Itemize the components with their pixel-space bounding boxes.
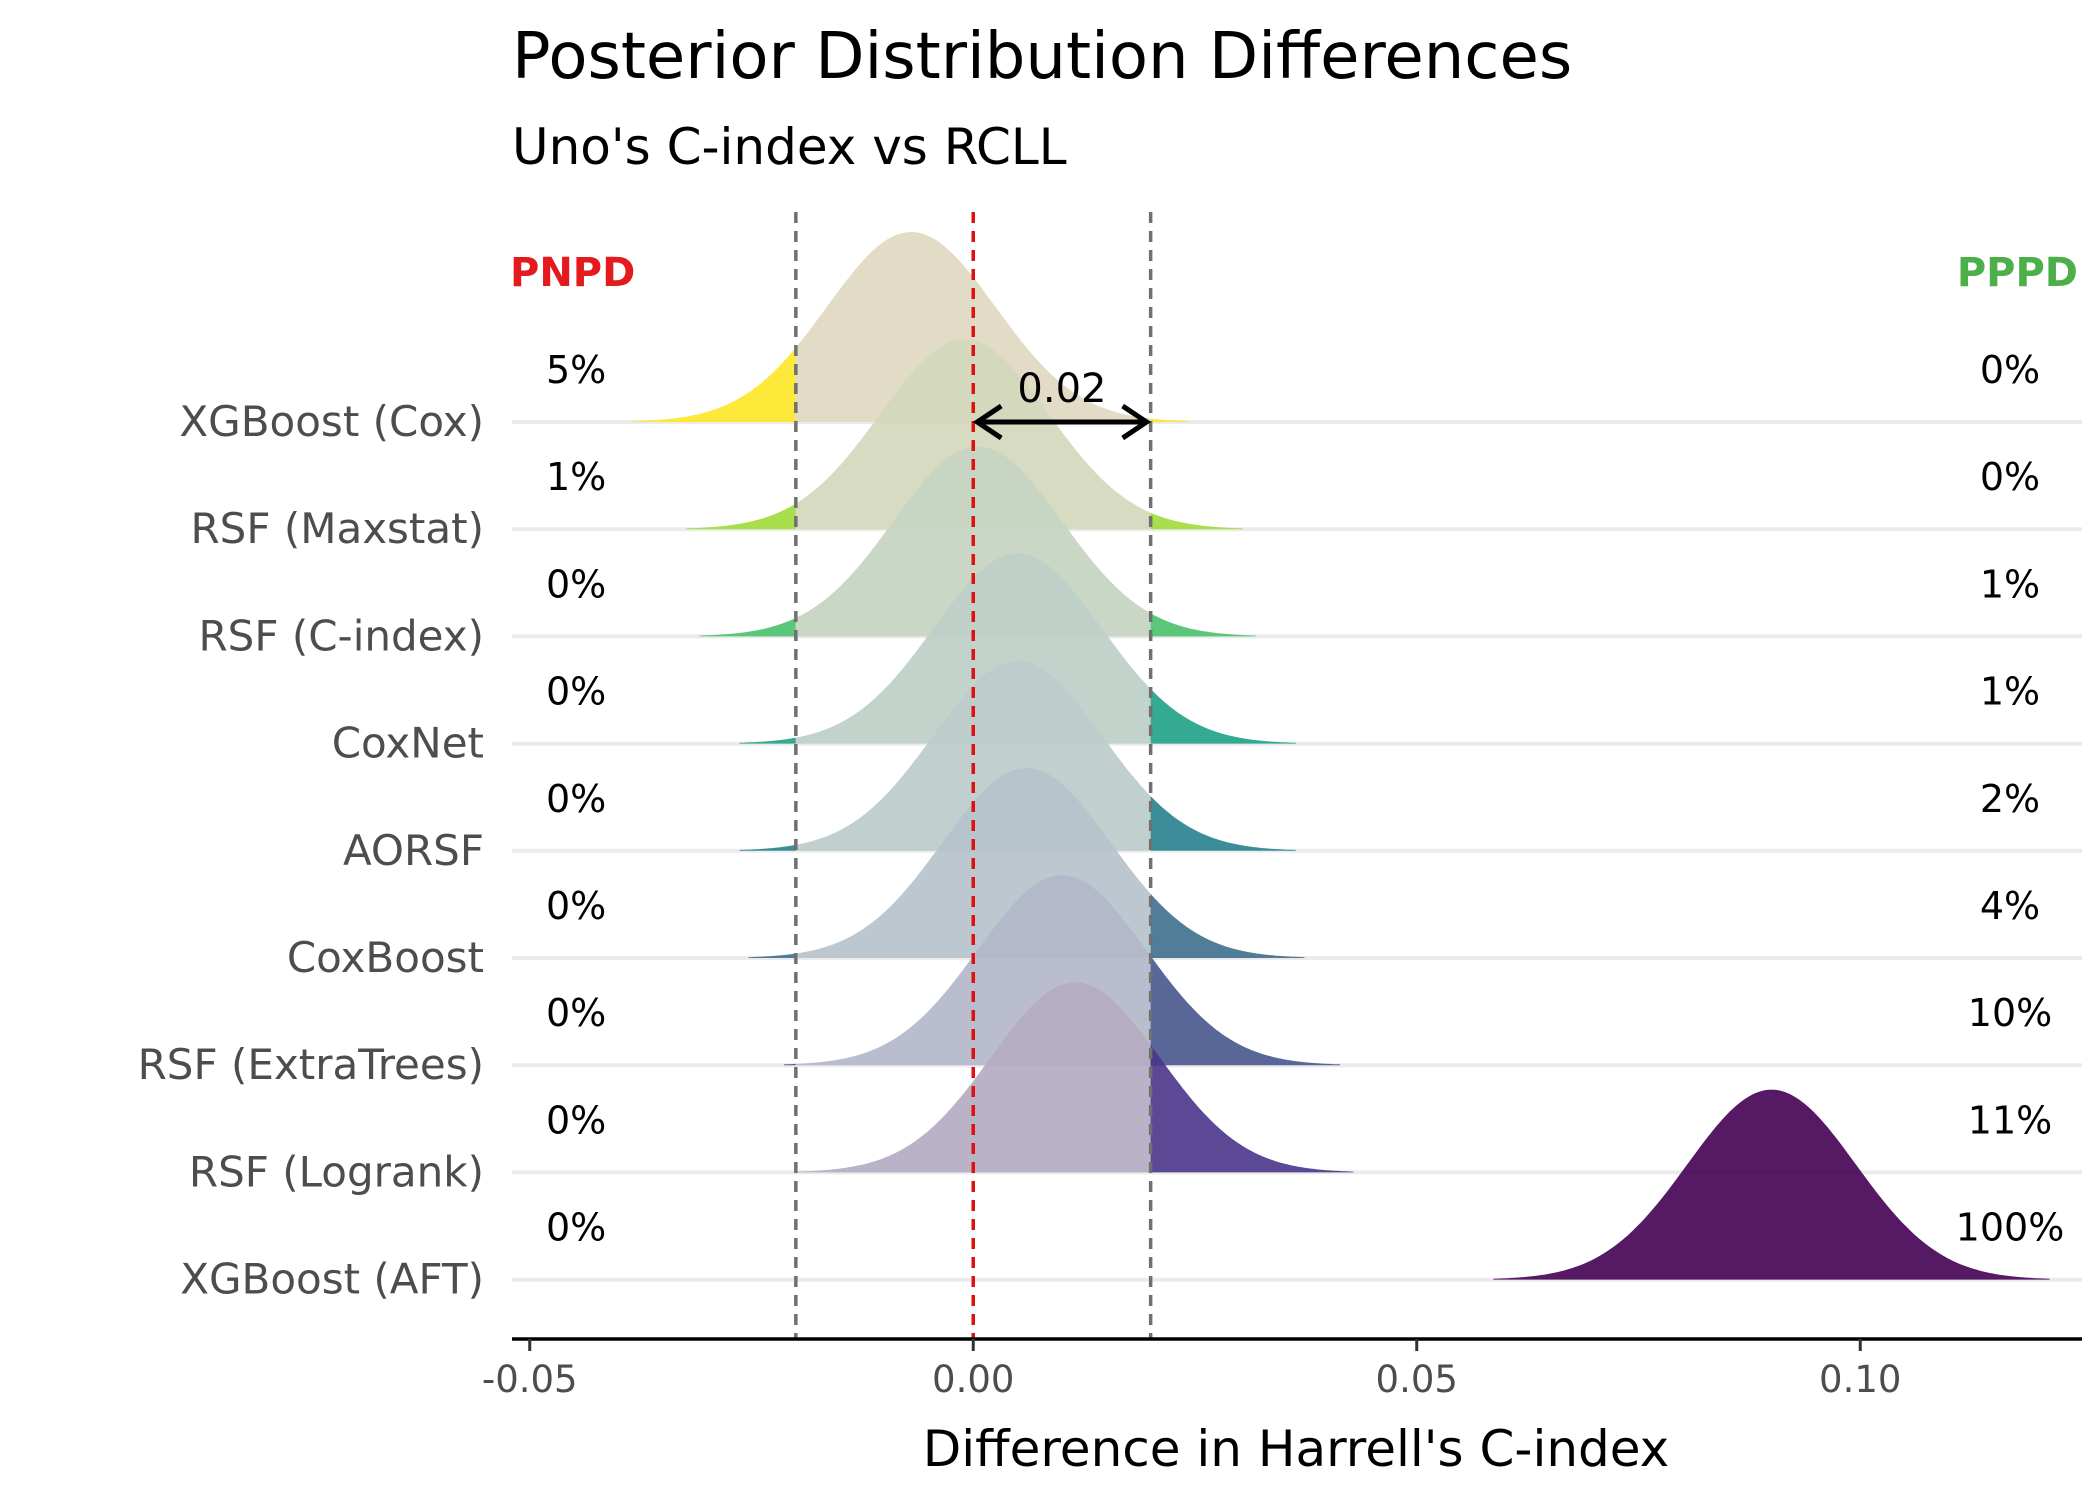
row-label: RSF (ExtraTrees): [138, 1040, 484, 1089]
ridge-body: [795, 339, 1151, 530]
pppd-value: 1%: [1980, 670, 2040, 714]
row-label: AORSF: [343, 826, 484, 875]
row-label: RSF (Maxstat): [190, 504, 484, 553]
row-label: XGBoost (Cox): [179, 397, 484, 446]
row-label: CoxBoost: [287, 933, 484, 982]
pppd-value: 2%: [1980, 777, 2040, 821]
pnpd-value: 0%: [546, 670, 606, 714]
chart-title: Posterior Distribution Differences: [512, 20, 1572, 94]
row-label: RSF (Logrank): [189, 1147, 484, 1196]
ridge-left-tail: [739, 737, 796, 744]
ridge-left-tail: [783, 1063, 796, 1066]
row-label: XGBoost (AFT): [180, 1255, 484, 1304]
ridge-xgboost-aft-: [1493, 1089, 2050, 1280]
ridge-right-tail: [1150, 512, 1243, 530]
pppd-value: 100%: [1956, 1206, 2065, 1250]
pnpd-value: 1%: [546, 455, 606, 499]
ridge-right-tail: [1150, 613, 1256, 637]
row-label: CoxNet: [332, 719, 484, 768]
pnpd-value: 5%: [546, 348, 606, 392]
pnpd-value: 0%: [546, 1098, 606, 1142]
pppd-value: 11%: [1968, 1098, 2052, 1142]
row-label: RSF (C-index): [198, 611, 484, 660]
ridge-rsf-logrank-: [797, 982, 1354, 1173]
ridge-right-tail: [1493, 1089, 2050, 1280]
ridge-right-tail: [1150, 796, 1296, 851]
rope-arrow-left-head: [972, 403, 1003, 441]
x-tick-label: 0.05: [1376, 1358, 1458, 1401]
x-tick-label: 0.10: [1819, 1358, 1901, 1401]
rope-arrow-right-head: [1121, 403, 1152, 441]
x-axis-label: Difference in Harrell's C-index: [923, 1420, 1669, 1478]
ridge-right-tail: [1150, 418, 1190, 422]
chart-subtitle: Uno's C-index vs RCLL: [512, 118, 1067, 176]
pnpd-value: 0%: [546, 884, 606, 928]
ridges: [633, 232, 2050, 1280]
reference-lines: 0.02: [794, 212, 1153, 1338]
pppd-value: 4%: [1980, 884, 2040, 928]
ridge-left-tail: [739, 844, 796, 851]
pnpd-value: 0%: [546, 562, 606, 606]
ridge-body: [797, 982, 1151, 1173]
ridge-left-tail: [686, 503, 796, 530]
rope-annotation: 0.02: [1017, 366, 1106, 412]
ridge-right-tail: [1150, 893, 1305, 958]
ridge-right-tail: [1150, 956, 1340, 1066]
x-axis: -0.05 0.00 0.05 0.10: [482, 1337, 2082, 1401]
pppd-value: 10%: [1968, 991, 2052, 1035]
pnpd-header: PNPD: [510, 250, 635, 296]
ridge-right-tail: [1150, 689, 1296, 744]
pnpd-value: 0%: [546, 777, 606, 821]
x-tick-label: 0.00: [932, 1358, 1014, 1401]
pppd-header: PPPD: [1957, 250, 2078, 296]
row-labels: XGBoost (Cox) 5% 0% RSF (Maxstat) 1% 0% RSF (C…: [138, 348, 2065, 1304]
ridge-right-tail: [1150, 1045, 1354, 1173]
ridge-rsf-maxstat-: [686, 339, 1243, 530]
pppd-value: 0%: [1980, 348, 2040, 392]
pppd-value: 1%: [1980, 562, 2040, 606]
ridge-left-tail: [748, 953, 796, 958]
pnpd-value: 0%: [546, 1206, 606, 1250]
pppd-value: 0%: [1980, 455, 2040, 499]
x-tick-label: -0.05: [482, 1358, 578, 1401]
pnpd-value: 0%: [546, 991, 606, 1035]
ridge-left-tail: [633, 347, 796, 422]
ridge-left-tail: [699, 617, 796, 637]
